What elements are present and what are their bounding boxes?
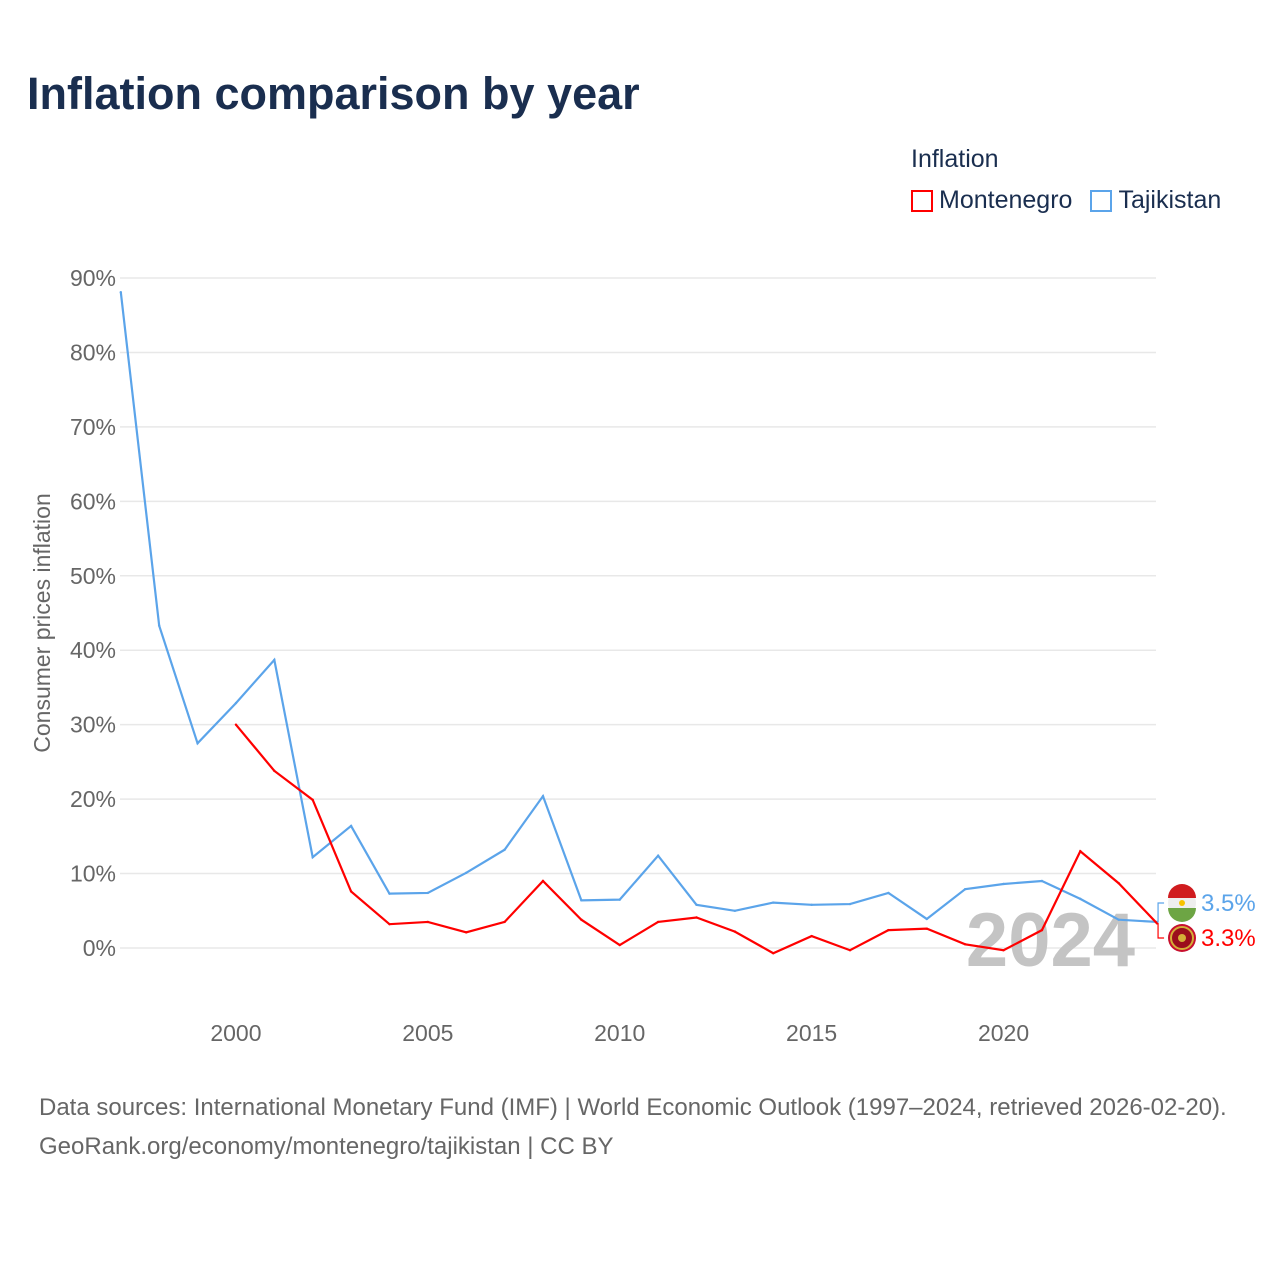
data-point bbox=[695, 916, 698, 919]
data-point bbox=[426, 920, 430, 924]
data-point bbox=[848, 949, 852, 952]
data-point bbox=[503, 920, 506, 924]
end-connector bbox=[1157, 902, 1165, 923]
y-tick-label: 80% bbox=[70, 339, 116, 365]
legend-item-tajikistan[interactable]: Tajikistan bbox=[1090, 186, 1221, 215]
y-tick-label: 50% bbox=[70, 563, 116, 589]
y-tick-label: 20% bbox=[70, 786, 116, 812]
y-axis-label: Consumer prices inflation bbox=[29, 493, 55, 753]
data-point bbox=[541, 794, 545, 798]
y-tick-label: 70% bbox=[70, 414, 116, 440]
data-point bbox=[733, 930, 737, 933]
data-point bbox=[772, 952, 775, 955]
data-point bbox=[925, 917, 928, 921]
legend-swatch-montenegro bbox=[911, 189, 933, 212]
data-point bbox=[963, 943, 967, 946]
end-value-label: 3.3% bbox=[1201, 925, 1256, 952]
flag-eagle bbox=[1178, 934, 1186, 942]
legend-label: Montenegro bbox=[939, 186, 1073, 214]
source-link[interactable]: GeoRank.org/economy/montenegro/tajikista… bbox=[39, 1133, 614, 1160]
data-point bbox=[157, 624, 161, 627]
data-source: Data sources: International Monetary Fun… bbox=[39, 1094, 1227, 1121]
data-point bbox=[580, 899, 583, 902]
data-point bbox=[196, 742, 199, 745]
data-point bbox=[1040, 928, 1044, 932]
data-point bbox=[848, 902, 852, 906]
flag-stripe bbox=[1168, 884, 1196, 898]
data-point bbox=[426, 891, 430, 895]
data-point bbox=[541, 879, 545, 883]
data-point bbox=[1117, 918, 1120, 921]
data-point bbox=[695, 903, 698, 907]
data-point bbox=[925, 927, 928, 930]
x-tick-label: 2015 bbox=[786, 1020, 837, 1046]
data-point bbox=[311, 798, 314, 802]
data-point bbox=[887, 891, 890, 895]
y-tick-label: 0% bbox=[83, 935, 116, 961]
x-tick-label: 2000 bbox=[210, 1020, 261, 1046]
data-point bbox=[963, 887, 967, 891]
data-point bbox=[733, 909, 737, 912]
data-point bbox=[1079, 897, 1082, 901]
data-point bbox=[388, 922, 391, 926]
series-line-tajikistan bbox=[119, 292, 1158, 924]
data-point bbox=[234, 701, 238, 705]
data-point bbox=[618, 898, 621, 901]
data-point bbox=[1079, 850, 1082, 853]
data-point bbox=[656, 854, 660, 857]
legend-label: Tajikistan bbox=[1118, 186, 1222, 214]
flag-crown bbox=[1179, 900, 1185, 906]
footer: Data sources: International Monetary Fun… bbox=[39, 1088, 1249, 1166]
x-tick-label: 2005 bbox=[402, 1020, 453, 1046]
y-tick-label: 90% bbox=[70, 265, 116, 291]
flag-stripe bbox=[1168, 908, 1196, 922]
data-point bbox=[1002, 949, 1005, 952]
y-tick-label: 60% bbox=[70, 488, 116, 514]
data-point bbox=[772, 901, 775, 904]
data-point bbox=[1002, 882, 1005, 886]
legend: Montenegro Tajikistan bbox=[911, 186, 1221, 215]
data-point bbox=[349, 890, 353, 893]
data-point bbox=[273, 658, 276, 662]
end-connector bbox=[1157, 922, 1165, 939]
data-point bbox=[1117, 882, 1120, 885]
legend-swatch-tajikistan bbox=[1090, 189, 1113, 212]
data-point bbox=[119, 290, 123, 294]
data-point bbox=[1040, 879, 1044, 883]
data-point bbox=[465, 871, 468, 875]
data-point bbox=[465, 931, 468, 934]
data-point bbox=[311, 855, 314, 859]
data-point bbox=[234, 723, 238, 726]
x-tick-label: 2010 bbox=[594, 1020, 645, 1046]
end-value-label: 3.5% bbox=[1201, 890, 1256, 917]
data-point bbox=[887, 928, 890, 932]
legend-item-montenegro[interactable]: Montenegro bbox=[911, 186, 1072, 215]
data-point bbox=[580, 918, 583, 921]
data-point bbox=[273, 769, 276, 773]
data-point bbox=[810, 934, 813, 938]
data-point bbox=[388, 892, 391, 895]
y-tick-label: 40% bbox=[70, 637, 116, 663]
x-tick-label: 2020 bbox=[978, 1020, 1029, 1046]
data-point bbox=[349, 824, 353, 828]
y-tick-label: 10% bbox=[70, 861, 116, 887]
legend-title: Inflation bbox=[911, 145, 999, 173]
y-tick-label: 30% bbox=[70, 712, 116, 738]
data-point bbox=[810, 903, 813, 907]
data-point bbox=[656, 920, 660, 924]
chart-title: Inflation comparison by year bbox=[27, 68, 640, 119]
data-point bbox=[618, 943, 621, 947]
data-point bbox=[503, 848, 506, 851]
